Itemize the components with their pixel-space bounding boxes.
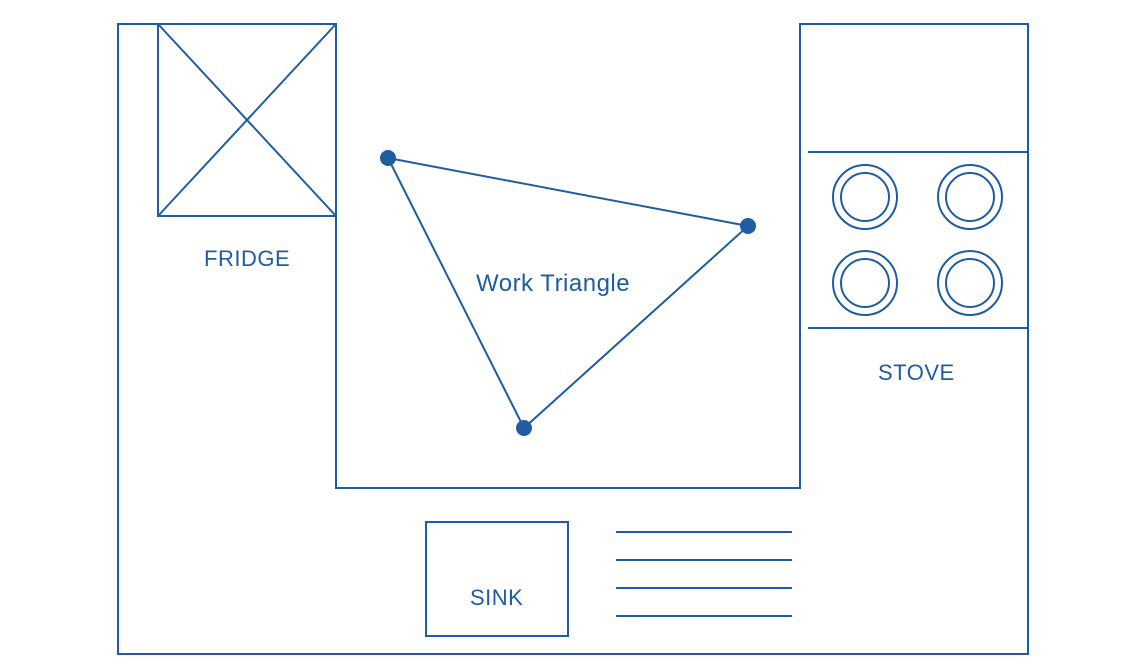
- burner-3-inner: [946, 259, 994, 307]
- kitchen-work-triangle-diagram: [0, 0, 1137, 669]
- burner-1-outer: [938, 165, 1002, 229]
- sink-label: SINK: [470, 585, 523, 611]
- triangle-node-2: [516, 420, 532, 436]
- triangle-node-1: [740, 218, 756, 234]
- work-triangle-label: Work Triangle: [476, 270, 630, 298]
- counter-outline: [118, 24, 1028, 654]
- stove-label: STOVE: [878, 360, 955, 386]
- burner-3-outer: [938, 251, 1002, 315]
- burner-0-inner: [841, 173, 889, 221]
- triangle-node-0: [380, 150, 396, 166]
- fridge-label: FRIDGE: [204, 246, 290, 272]
- burner-1-inner: [946, 173, 994, 221]
- sink-box: [426, 522, 568, 636]
- burner-2-outer: [833, 251, 897, 315]
- burner-0-outer: [833, 165, 897, 229]
- burner-2-inner: [841, 259, 889, 307]
